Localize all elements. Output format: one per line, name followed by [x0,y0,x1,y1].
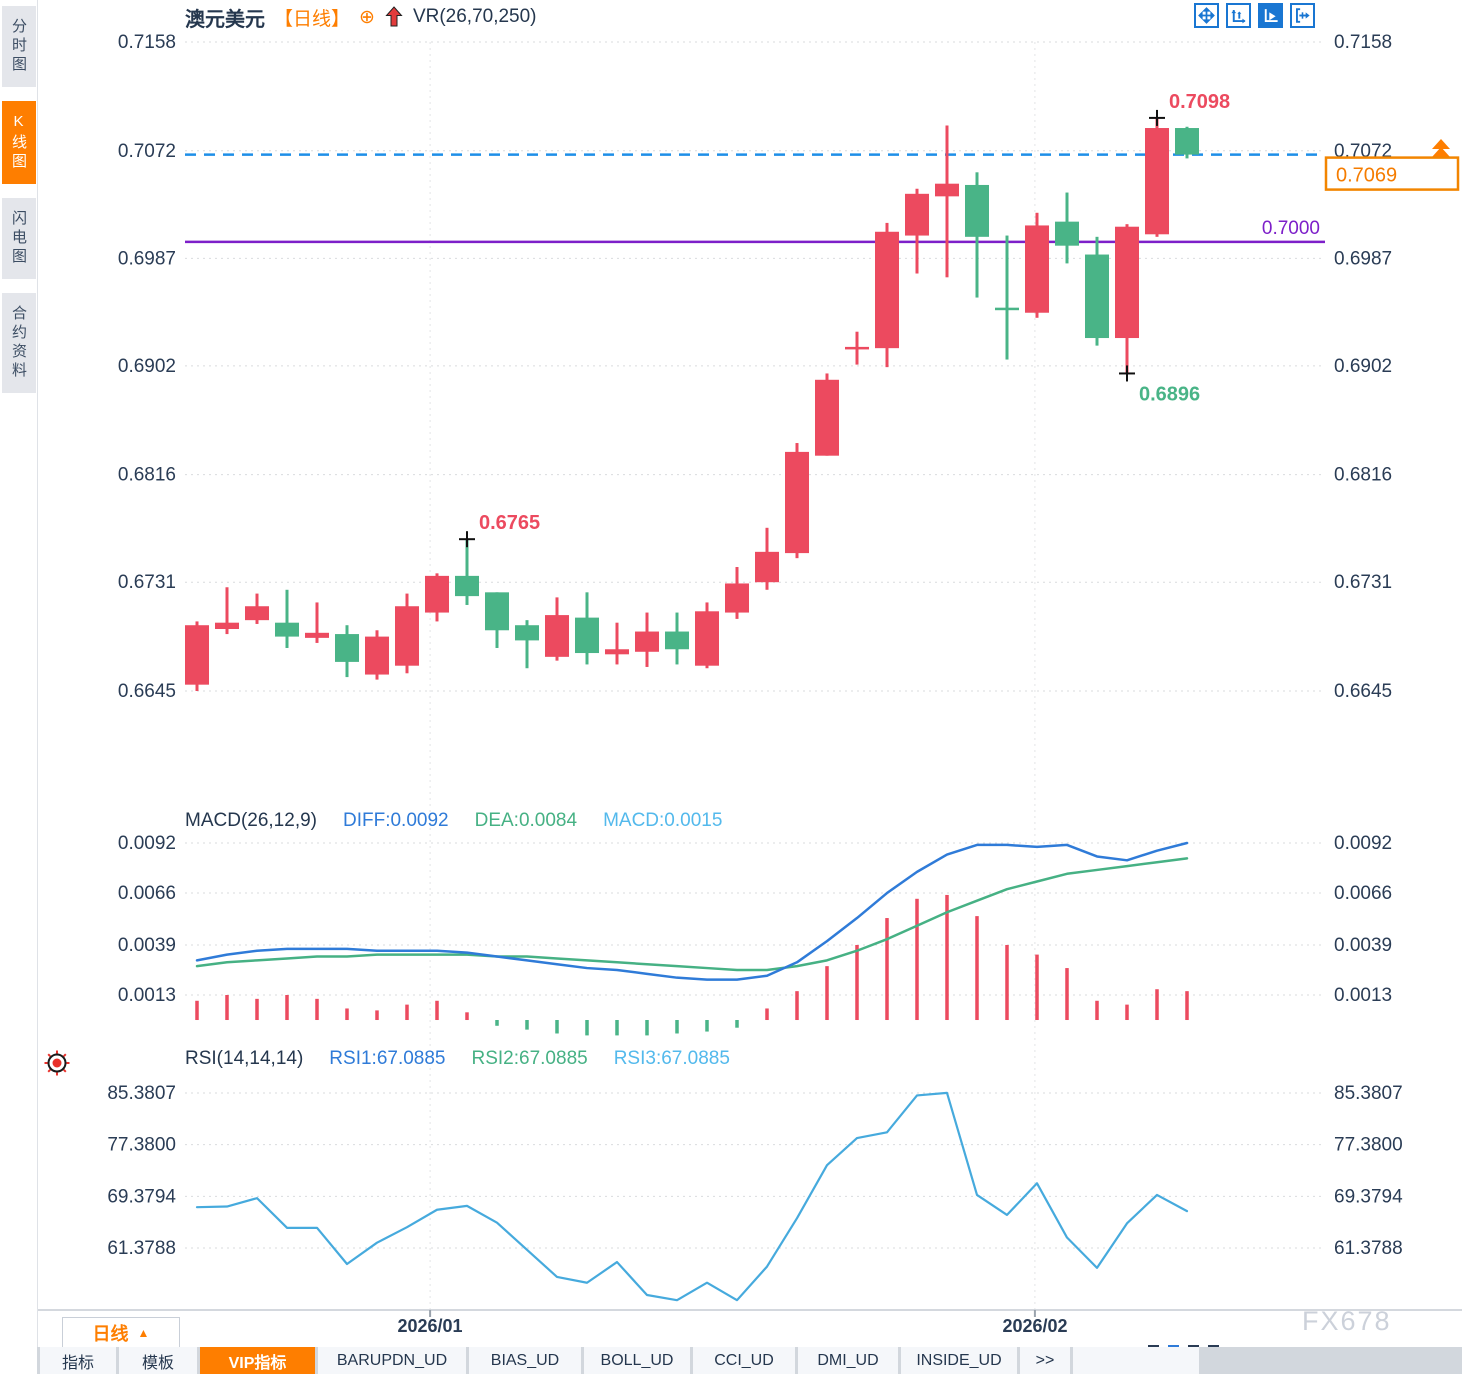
svg-text:77.3800: 77.3800 [107,1135,176,1156]
svg-text:0.6902: 0.6902 [118,356,176,377]
axis-play-icon[interactable] [1258,3,1283,28]
svg-text:0.0092: 0.0092 [118,833,176,854]
vr-indicator-label[interactable]: VR(26,70,250) [412,6,537,27]
macd-params-label[interactable]: MACD(26,12,9) [185,810,317,831]
svg-text:0.6645: 0.6645 [1334,681,1392,702]
rsi-legend: RSI(14,14,14) RSI1:67.0885 RSI2:67.0885 … [185,1048,730,1070]
svg-text:0.7072: 0.7072 [118,141,176,162]
circle-plus-icon[interactable] [359,8,375,27]
svg-text:61.3788: 61.3788 [1334,1238,1403,1259]
svg-text:0.0066: 0.0066 [1334,883,1392,904]
tab-barupdn-ud[interactable]: BARUPDN_UD [318,1347,466,1374]
svg-text:0.6896: 0.6896 [1139,383,1200,405]
hot-indicator-icon[interactable] [44,1050,70,1076]
svg-text:0.6987: 0.6987 [1334,248,1392,269]
svg-text:69.3794: 69.3794 [107,1186,176,1207]
timeframe-tag[interactable]: 【日线】 [274,8,351,30]
svg-text:0.6902: 0.6902 [1334,356,1392,377]
exit-right-icon[interactable] [1290,3,1315,28]
svg-text:0.6987: 0.6987 [118,248,176,269]
svg-text:0.0092: 0.0092 [1334,833,1392,854]
sidebar-item-kline-chart[interactable]: K线图 [1,101,36,184]
timeframe-dropdown[interactable]: 日线 [62,1317,180,1348]
axis-range-icon[interactable] [1226,3,1251,28]
tab-indicators[interactable]: 指标 [40,1347,116,1374]
rsi1-value: RSI1:67.0885 [329,1048,446,1069]
svg-text:0.6731: 0.6731 [1334,572,1392,593]
tab-dmi-ud[interactable]: DMI_UD [798,1347,898,1374]
svg-text:0.6816: 0.6816 [1334,465,1392,486]
sidebar: 分时图 K线图 闪电图 合约资料 [0,0,38,1374]
red-up-arrow-icon [385,6,403,27]
svg-text:0.7158: 0.7158 [118,32,176,53]
svg-text:0.0039: 0.0039 [118,935,176,956]
svg-text:0.7000: 0.7000 [1262,218,1320,239]
rsi3-value: RSI3:67.0885 [613,1048,730,1069]
tab-vip-indicators[interactable]: VIP指标 [200,1347,315,1374]
svg-text:69.3794: 69.3794 [1334,1186,1403,1207]
svg-text:0.0039: 0.0039 [1334,935,1392,956]
svg-text:0.7069: 0.7069 [1336,165,1397,187]
svg-text:0.0013: 0.0013 [1334,985,1392,1006]
svg-text:0.0013: 0.0013 [118,985,176,1006]
svg-text:0.6645: 0.6645 [118,681,176,702]
x-axis-label-jan: 2026/01 [397,1316,463,1336]
svg-text:0.7098: 0.7098 [1169,91,1230,113]
svg-text:85.3807: 85.3807 [1334,1083,1403,1104]
indicator-tabbar: 指标 模板 VIP指标 BARUPDN_UD BIAS_UD BOLL_UD C… [0,1347,1462,1374]
tab-templates[interactable]: 模板 [119,1347,197,1374]
chart-header: 澳元美元 【日线】 VR(26,70,250) [185,3,537,31]
svg-text:85.3807: 85.3807 [107,1083,176,1104]
svg-text:0.6765: 0.6765 [479,512,540,534]
symbol-title: 澳元美元 [185,8,265,31]
timeframe-dropdown-label: 日线 [92,1323,129,1344]
svg-text:0.7158: 0.7158 [1334,32,1392,53]
svg-text:0.0066: 0.0066 [118,883,176,904]
tab-more[interactable]: >> [1020,1347,1070,1374]
macd-legend: MACD(26,12,9) DIFF:0.0092 DEA:0.0084 MAC… [185,810,722,832]
tabbar-corner [0,1347,37,1374]
tab-cci-ud[interactable]: CCI_UD [693,1347,795,1374]
tab-blank[interactable] [1073,1347,1199,1374]
macd-dea-value: DEA:0.0084 [474,810,578,831]
svg-text:0.6816: 0.6816 [118,465,176,486]
sidebar-item-contract-info[interactable]: 合约资料 [1,293,36,393]
macd-macd-value: MACD:0.0015 [603,810,723,831]
tab-boll-ud[interactable]: BOLL_UD [584,1347,690,1374]
tab-inside-ud[interactable]: INSIDE_UD [901,1347,1017,1374]
macd-diff-value: DIFF:0.0092 [343,810,449,831]
chevron-up-icon [138,1326,150,1340]
svg-text:61.3788: 61.3788 [107,1238,176,1259]
x-axis-label-feb: 2026/02 [1002,1316,1068,1336]
svg-text:77.3800: 77.3800 [1334,1135,1403,1156]
chart-toolbar [1194,3,1315,28]
svg-text:0.6731: 0.6731 [118,572,176,593]
sidebar-item-time-chart[interactable]: 分时图 [1,6,36,87]
rsi-params-label[interactable]: RSI(14,14,14) [185,1048,304,1069]
watermark: FX678 [1302,1306,1392,1336]
sidebar-item-lightning-chart[interactable]: 闪电图 [1,198,36,279]
tab-bias-ud[interactable]: BIAS_UD [469,1347,581,1374]
clipped-tab-dashes [1148,1345,1219,1348]
pan-crosshair-icon[interactable] [1194,3,1219,28]
rsi2-value: RSI2:67.0885 [471,1048,588,1069]
